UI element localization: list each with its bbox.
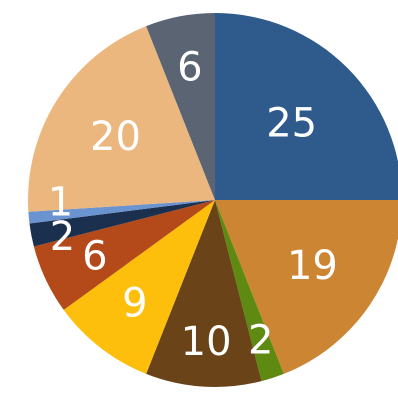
pie-slice-7 xyxy=(29,200,215,247)
data-label-1: 25 xyxy=(266,100,317,146)
pie-slice-6 xyxy=(33,200,216,310)
pie-slice-5 xyxy=(63,200,216,374)
data-label-6: 6 xyxy=(82,234,107,280)
data-label-5: 9 xyxy=(122,280,147,326)
pie-slice-8 xyxy=(28,200,216,224)
data-label-3: 2 xyxy=(248,318,273,364)
data-label-9: 20 xyxy=(90,114,141,160)
pie-slice-2 xyxy=(215,200,398,374)
data-label-7: 2 xyxy=(50,214,75,260)
pie-slice-1 xyxy=(215,13,398,200)
pie-slice-4 xyxy=(146,200,262,388)
data-label-4: 10 xyxy=(181,319,232,365)
pie-slices xyxy=(28,13,398,388)
data-label-10: 6 xyxy=(177,45,202,91)
pie-slice-3 xyxy=(215,200,284,382)
data-label-8: 1 xyxy=(48,180,73,226)
data-label-2: 19 xyxy=(287,243,338,289)
pie-slice-10 xyxy=(146,13,215,200)
pie-slice-9 xyxy=(28,26,215,212)
